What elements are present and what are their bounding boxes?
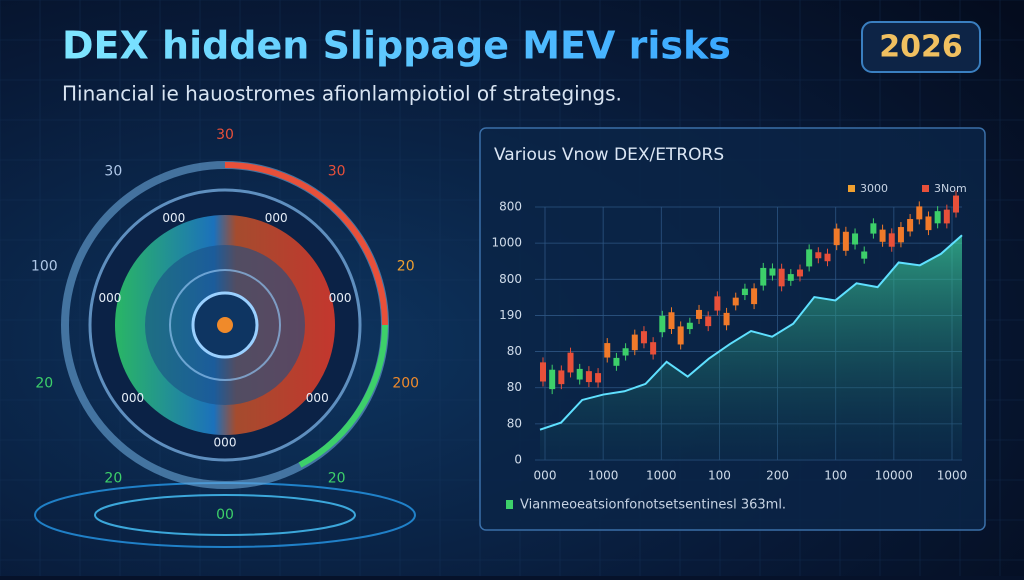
y-label: 1000 [491, 236, 522, 250]
y-label: 0 [514, 453, 522, 467]
legend-label: 3000 [860, 182, 888, 195]
candle-body [842, 231, 849, 251]
candle-body [852, 233, 859, 245]
candle-body [741, 288, 748, 296]
subtitle: Πinancial ie hauostromes afionlampiotiol… [62, 82, 622, 106]
candle-body [585, 371, 592, 383]
candle-body [604, 343, 611, 358]
gauge-inner-label: 000 [214, 436, 237, 450]
candle-body [934, 211, 941, 224]
candle-body [806, 249, 813, 267]
gauge-outer-label: 30 [104, 163, 122, 179]
legend-label: 3Nom [934, 182, 967, 195]
candle-body [732, 297, 739, 306]
gauge-outer-label: 00 [216, 507, 234, 523]
gauge-inner-label: 000 [265, 211, 288, 225]
x-label: 1000 [937, 469, 968, 483]
candle-body [833, 228, 840, 246]
candle-body [943, 209, 950, 224]
x-label: 1000 [588, 469, 619, 483]
x-label: 10000 [875, 469, 913, 483]
x-label: 100 [824, 469, 847, 483]
candle-body [751, 288, 758, 305]
gauge-inner-label: 000 [306, 391, 329, 405]
footer-marker [506, 500, 513, 509]
candle-body [760, 267, 767, 286]
candle-body [953, 195, 959, 213]
panel-title: Various Vnow DEX/ETRORS [494, 145, 724, 165]
candle-body [787, 274, 794, 281]
candle-body [769, 268, 776, 276]
badge [861, 21, 981, 73]
candle-body [815, 252, 822, 259]
gauge-outer-label: 20 [104, 471, 122, 487]
y-label: 80 [507, 416, 522, 430]
candle-body [714, 296, 721, 311]
candle-body [796, 269, 803, 277]
gauge-outer-label: 200 [392, 376, 419, 392]
gauge-outer-label: 20 [397, 258, 415, 274]
y-label: 800 [499, 272, 522, 286]
candle-body [567, 352, 574, 373]
legend-swatch [922, 185, 929, 192]
candle-body [549, 369, 556, 390]
gauge-outer-label: 20 [35, 376, 53, 392]
title: DEX hidden Slippage MEV risks [62, 24, 731, 68]
candle-body [640, 331, 647, 344]
candle-body [540, 362, 546, 382]
candle-body [907, 219, 914, 232]
x-label: 1000 [646, 469, 677, 483]
gauge-outer-label: 100 [31, 258, 58, 274]
trend-line [539, 234, 963, 431]
y-label: 190 [499, 308, 522, 322]
y-label: 80 [507, 344, 522, 358]
candle-body [861, 251, 868, 259]
candle-body [888, 233, 895, 247]
candle-body [696, 309, 703, 319]
badge-text: 2026 [879, 30, 963, 65]
y-label: 800 [499, 200, 522, 214]
gauge-inner-label: 000 [121, 391, 144, 405]
candle-body [650, 342, 657, 355]
x-label: 100 [708, 469, 731, 483]
gauge-inner-label: 000 [329, 291, 352, 305]
candle-body [897, 227, 904, 243]
x-label: 200 [766, 469, 789, 483]
candle-body [723, 312, 730, 326]
candle-body [659, 315, 666, 333]
gauge-outer-label: 30 [328, 163, 346, 179]
gauge-inner-label: 000 [99, 291, 122, 305]
candle-body [916, 206, 923, 220]
candle-body [879, 229, 886, 242]
candle-body [677, 326, 684, 345]
trend-area [540, 235, 962, 460]
candle-body [631, 334, 638, 351]
candle-body [613, 357, 620, 366]
candle-body [668, 312, 675, 329]
candle-body [595, 373, 602, 383]
candle-body [824, 253, 831, 262]
panel-footer: Vianmeoeatsionfonotsetsentinesl 363ml. [520, 498, 786, 513]
candle-body [705, 316, 712, 327]
gauge-inner-label: 000 [162, 211, 185, 225]
y-label: 80 [507, 380, 522, 394]
candle-body [576, 368, 583, 380]
gauge [34, 161, 416, 548]
candle-body [686, 322, 693, 330]
x-label: 000 [534, 469, 557, 483]
legend-swatch [848, 185, 855, 192]
gauge-outer-label: 20 [328, 471, 346, 487]
candle-body [558, 370, 565, 385]
gauge-outer-label: 30 [216, 127, 234, 143]
candle-body [622, 348, 629, 356]
candle-body [870, 223, 877, 234]
candle-body [925, 216, 932, 231]
candle-body [778, 268, 785, 287]
